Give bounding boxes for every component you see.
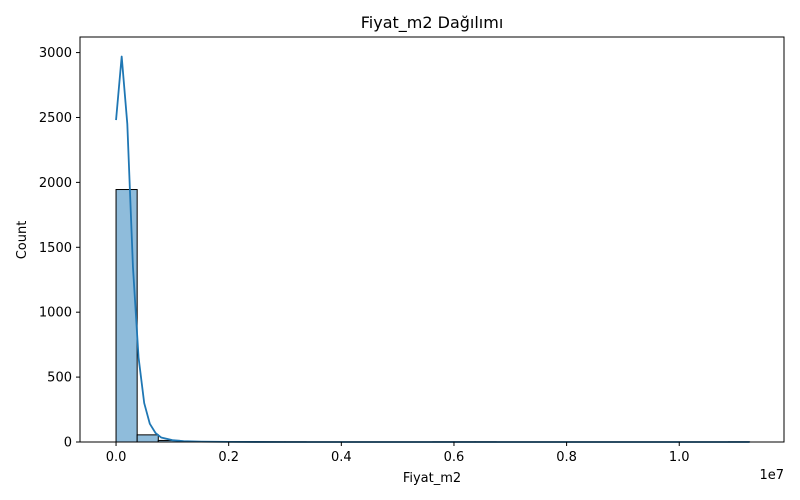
x-axis-ticks: 0.0 0.2 0.4 0.6 0.8 1.0 [106, 442, 690, 465]
y-axis-title: Count [15, 221, 30, 260]
y-tick-label: 3000 [39, 46, 72, 61]
y-tick-label: 0 [64, 436, 72, 451]
x-tick-label: 0.2 [218, 450, 239, 465]
kde-layer [115, 55, 750, 443]
y-tick-label: 500 [47, 371, 72, 386]
x-scale-offset-label: 1e7 [759, 468, 784, 483]
y-tick-label: 2500 [39, 111, 72, 126]
histogram-bar [115, 189, 138, 443]
x-tick-label: 0.6 [444, 450, 465, 465]
y-axis-ticks: 0 500 1000 1500 2000 2500 3000 [39, 46, 80, 451]
plot-frame [79, 36, 785, 443]
y-tick-label: 1500 [39, 241, 72, 256]
x-tick-label: 1.0 [669, 450, 690, 465]
x-tick-label: 0.4 [331, 450, 352, 465]
x-tick-label: 0.8 [556, 450, 577, 465]
y-tick-label: 1000 [39, 306, 72, 321]
kde-line [115, 55, 750, 443]
y-tick-label: 2000 [39, 176, 72, 191]
histogram-bar [136, 434, 159, 443]
bars-layer [115, 189, 751, 443]
x-tick-label: 0.0 [106, 450, 127, 465]
x-axis-title: Fiyat_m2 [403, 471, 461, 486]
chart-title: Fiyat_m2 Dağılımı [361, 13, 504, 33]
